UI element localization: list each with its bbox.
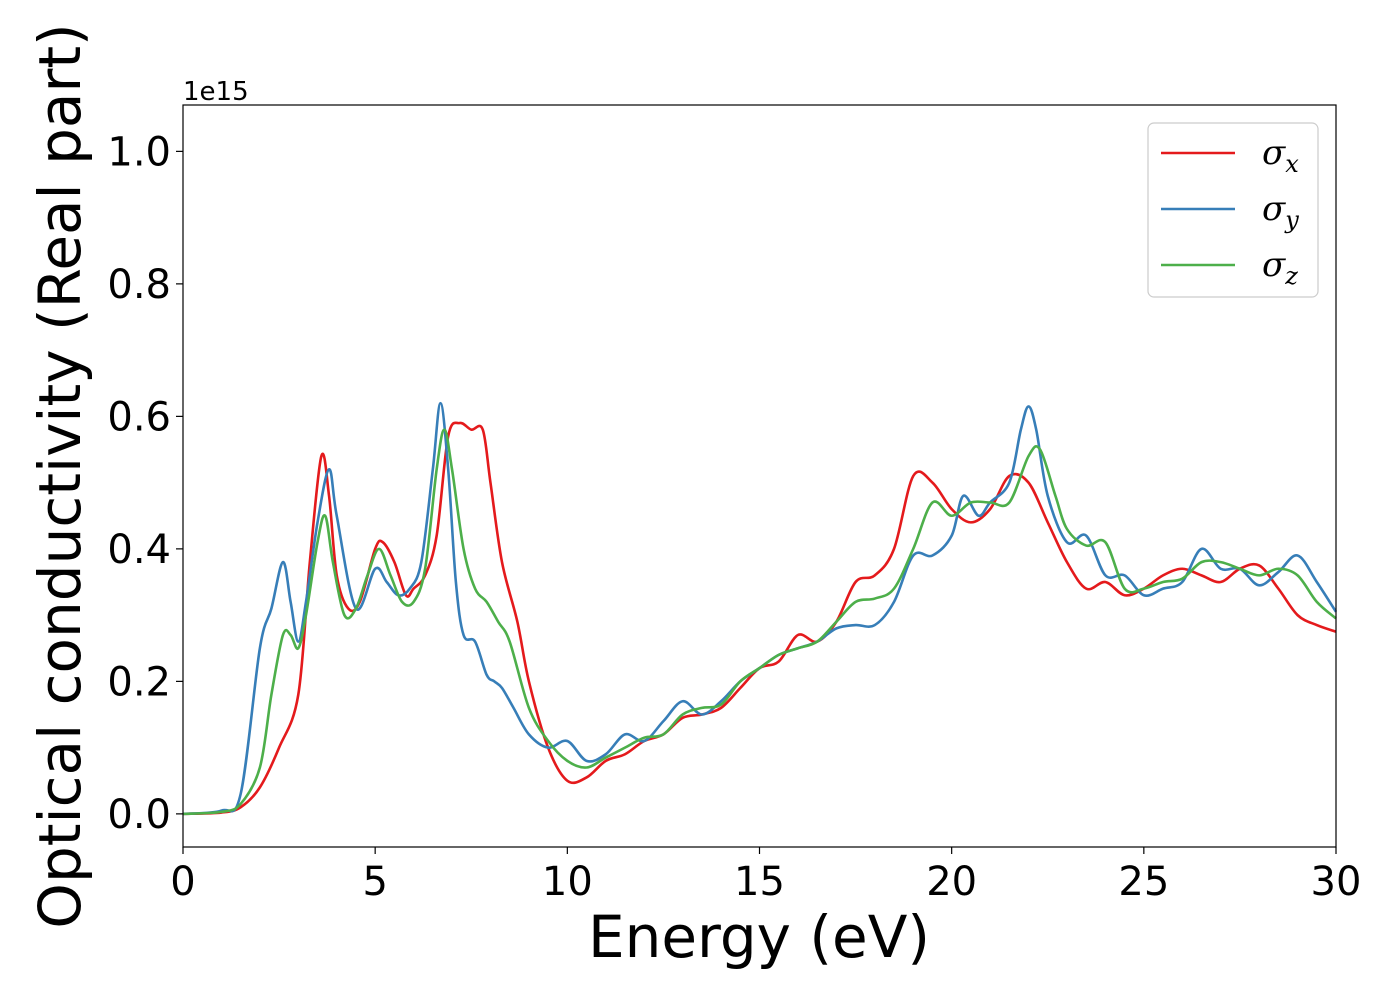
- y-tick-label: 0.8: [107, 262, 171, 308]
- x-tick-label: 25: [1118, 859, 1169, 905]
- series-line-z: [182, 428, 1337, 816]
- y-ticks: 0.0 0.2 0.4 0.6 0.8 1.0: [107, 129, 183, 838]
- y-tick-label: 0.2: [107, 659, 171, 705]
- x-tick-label: 15: [734, 859, 785, 905]
- plot-area: [183, 105, 1336, 847]
- y-tick-label: 0.6: [107, 394, 171, 440]
- y-offset-label: 1e15: [183, 77, 249, 107]
- x-tick-label: 10: [542, 859, 593, 905]
- y-tick-label: 0.4: [107, 527, 171, 573]
- series-line-y: [182, 401, 1338, 816]
- y-axis-title: Optical conductivity (Real part): [26, 23, 94, 928]
- x-axis-title: Energy (eV): [588, 903, 930, 971]
- y-tick-label: 1.0: [107, 129, 171, 175]
- x-tick-label: 0: [170, 859, 195, 905]
- y-tick-label: 0.0: [107, 792, 171, 838]
- x-tick-label: 30: [1311, 859, 1362, 905]
- x-tick-label: 20: [926, 859, 977, 905]
- series-lines: [182, 401, 1338, 816]
- x-ticks: 0 5 10 15 20 25 30: [170, 847, 1361, 905]
- x-tick-label: 5: [362, 859, 387, 905]
